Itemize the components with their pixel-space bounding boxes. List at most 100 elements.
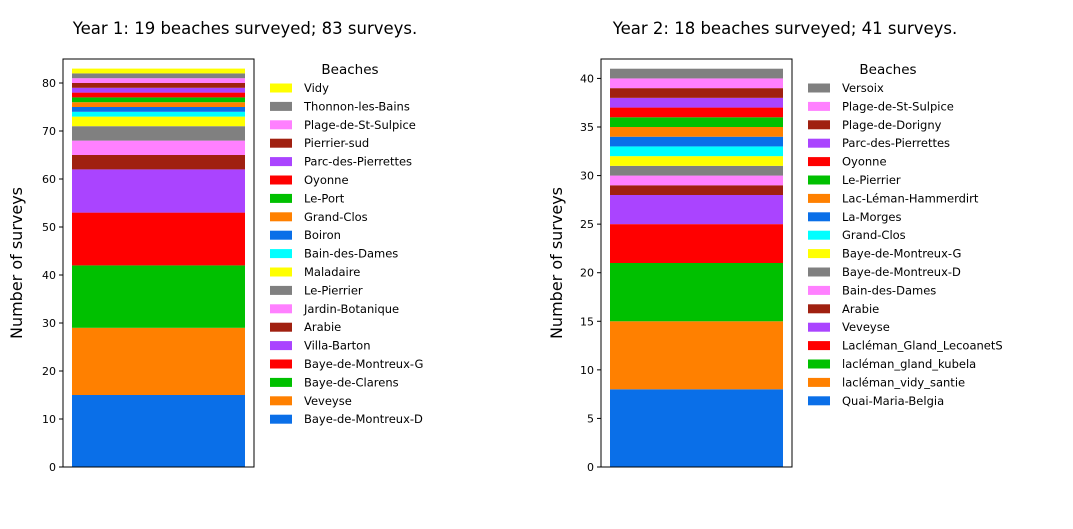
legend-swatch bbox=[270, 249, 292, 259]
legend-label: lacléman_vidy_santie bbox=[842, 375, 965, 389]
legend-label: Baye-de-Montreux-G bbox=[304, 357, 423, 371]
legend-title: Beaches bbox=[321, 62, 378, 78]
legend-label: Arabie bbox=[304, 320, 341, 334]
legend-label: Plage-de-St-Sulpice bbox=[842, 99, 954, 113]
bar-segment-2 bbox=[72, 327, 245, 395]
bar-segment-17 bbox=[610, 78, 783, 89]
legend-item: Parc-des-Pierrettes bbox=[270, 155, 412, 169]
legend-label: Le-Pierrier bbox=[842, 173, 901, 187]
legend-item: Villa-Barton bbox=[270, 339, 370, 353]
legend-swatch bbox=[808, 377, 830, 387]
y-tick-label: 20 bbox=[42, 365, 56, 378]
legend-swatch bbox=[808, 157, 830, 167]
legend-item: Maladaire bbox=[270, 265, 360, 279]
legend-item: Quai-Maria-Belgia bbox=[808, 394, 944, 408]
y-tick-label: 15 bbox=[580, 315, 594, 328]
legend-item: Parc-des-Pierrettes bbox=[808, 136, 950, 150]
legend-item: Bain-des-Dames bbox=[270, 247, 398, 261]
legend-label: Lac-Léman-Hammerdirt bbox=[842, 191, 979, 205]
legend-swatch bbox=[808, 193, 830, 203]
plot-frame bbox=[600, 58, 793, 468]
legend-swatch bbox=[270, 359, 292, 369]
legend-item: Le-Port bbox=[270, 191, 345, 205]
legend-item: Pierrier-sud bbox=[270, 136, 369, 150]
legend-label: Plage-de-Dorigny bbox=[842, 118, 942, 132]
legend-item: Versoix bbox=[808, 81, 884, 95]
bar-segment-4 bbox=[610, 224, 783, 263]
legend-label: Grand-Clos bbox=[842, 228, 906, 242]
legend-swatch bbox=[270, 285, 292, 295]
bar-segment-16 bbox=[72, 83, 245, 88]
bar-segment-9 bbox=[610, 156, 783, 166]
legend-label: Plage-de-St-Sulpice bbox=[304, 118, 416, 132]
bar-segment-14 bbox=[72, 92, 245, 98]
legend-swatch bbox=[270, 83, 292, 93]
y-tick-label: 30 bbox=[42, 317, 56, 330]
legend-swatch bbox=[808, 101, 830, 111]
legend-item: Baye-de-Clarens bbox=[270, 375, 399, 389]
legend-swatch bbox=[270, 175, 292, 185]
y-tick-label: 80 bbox=[42, 77, 56, 90]
y-tick-label: 50 bbox=[42, 221, 56, 234]
y-tick-label: 35 bbox=[580, 121, 594, 134]
bar-segment-4 bbox=[72, 212, 245, 266]
chart-title: Year 2: 18 beaches surveyed; 41 surveys. bbox=[612, 19, 958, 38]
legend-swatch bbox=[808, 83, 830, 93]
legend-swatch bbox=[270, 341, 292, 351]
legend-label: Vidy bbox=[304, 81, 329, 95]
legend-swatch bbox=[808, 285, 830, 295]
y-tick-label: 10 bbox=[580, 364, 594, 377]
legend-label: La-Morges bbox=[842, 210, 901, 224]
bar-segment-6 bbox=[610, 185, 783, 195]
legend-swatch bbox=[808, 341, 830, 351]
bar-segment-13 bbox=[72, 97, 245, 103]
legend-label: Veveyse bbox=[304, 394, 352, 408]
y-tick-label: 40 bbox=[580, 72, 594, 85]
legend-item: Baye-de-Montreux-G bbox=[270, 357, 423, 371]
bar-segment-13 bbox=[610, 117, 783, 127]
legend-item: Oyonne bbox=[808, 155, 887, 169]
legend-item: Bain-des-Dames bbox=[808, 283, 936, 297]
legend-swatch bbox=[270, 267, 292, 277]
y-tick-label: 25 bbox=[580, 218, 594, 231]
legend-label: Le-Port bbox=[304, 191, 345, 205]
bar-segment-11 bbox=[610, 136, 783, 147]
legend-swatch bbox=[808, 304, 830, 314]
bar-segment-11 bbox=[72, 107, 245, 112]
y-axis-label: Number of surveys bbox=[7, 187, 26, 339]
legend-item: Plage-de-Dorigny bbox=[808, 118, 942, 132]
legend-title: Beaches bbox=[859, 62, 916, 78]
legend-label: Maladaire bbox=[304, 265, 360, 279]
bar-segment-6 bbox=[72, 155, 245, 170]
legend-label: Parc-des-Pierrettes bbox=[304, 155, 412, 169]
bar-segment-19 bbox=[72, 68, 245, 74]
legend-item: Le-Pierrier bbox=[270, 283, 363, 297]
bar-segment-12 bbox=[610, 127, 783, 137]
legend-label: Veveyse bbox=[842, 320, 890, 334]
y-tick-label: 40 bbox=[42, 269, 56, 282]
legend-item: Lac-Léman-Hammerdirt bbox=[808, 191, 979, 205]
legend-swatch bbox=[270, 120, 292, 130]
legend-item: lacléman_gland_kubela bbox=[808, 357, 976, 371]
bar-segment-9 bbox=[72, 116, 245, 127]
legend-swatch bbox=[270, 138, 292, 148]
bar-segment-15 bbox=[610, 97, 783, 108]
legend-label: lacléman_gland_kubela bbox=[842, 357, 976, 371]
bar-segment-8 bbox=[72, 126, 245, 141]
legend-swatch bbox=[808, 230, 830, 240]
legend-swatch bbox=[808, 396, 830, 406]
bar-segment-1 bbox=[72, 395, 245, 467]
bar-segment-5 bbox=[610, 195, 783, 225]
bar-segment-3 bbox=[72, 265, 245, 328]
legend-swatch bbox=[270, 193, 292, 203]
legend-label: Boiron bbox=[304, 228, 341, 242]
bar-segment-10 bbox=[610, 146, 783, 157]
bar-segment-10 bbox=[72, 111, 245, 117]
legend-label: Baye-de-Montreux-G bbox=[842, 247, 961, 261]
chart-panel-1: Year 1: 19 beaches surveyed; 83 surveys.… bbox=[7, 19, 423, 474]
legend-swatch bbox=[270, 230, 292, 240]
bar-segment-15 bbox=[72, 87, 245, 93]
legend-item: Grand-Clos bbox=[808, 228, 906, 242]
legend-item: lacléman_vidy_santie bbox=[808, 375, 965, 389]
legend-label: Arabie bbox=[842, 302, 879, 316]
